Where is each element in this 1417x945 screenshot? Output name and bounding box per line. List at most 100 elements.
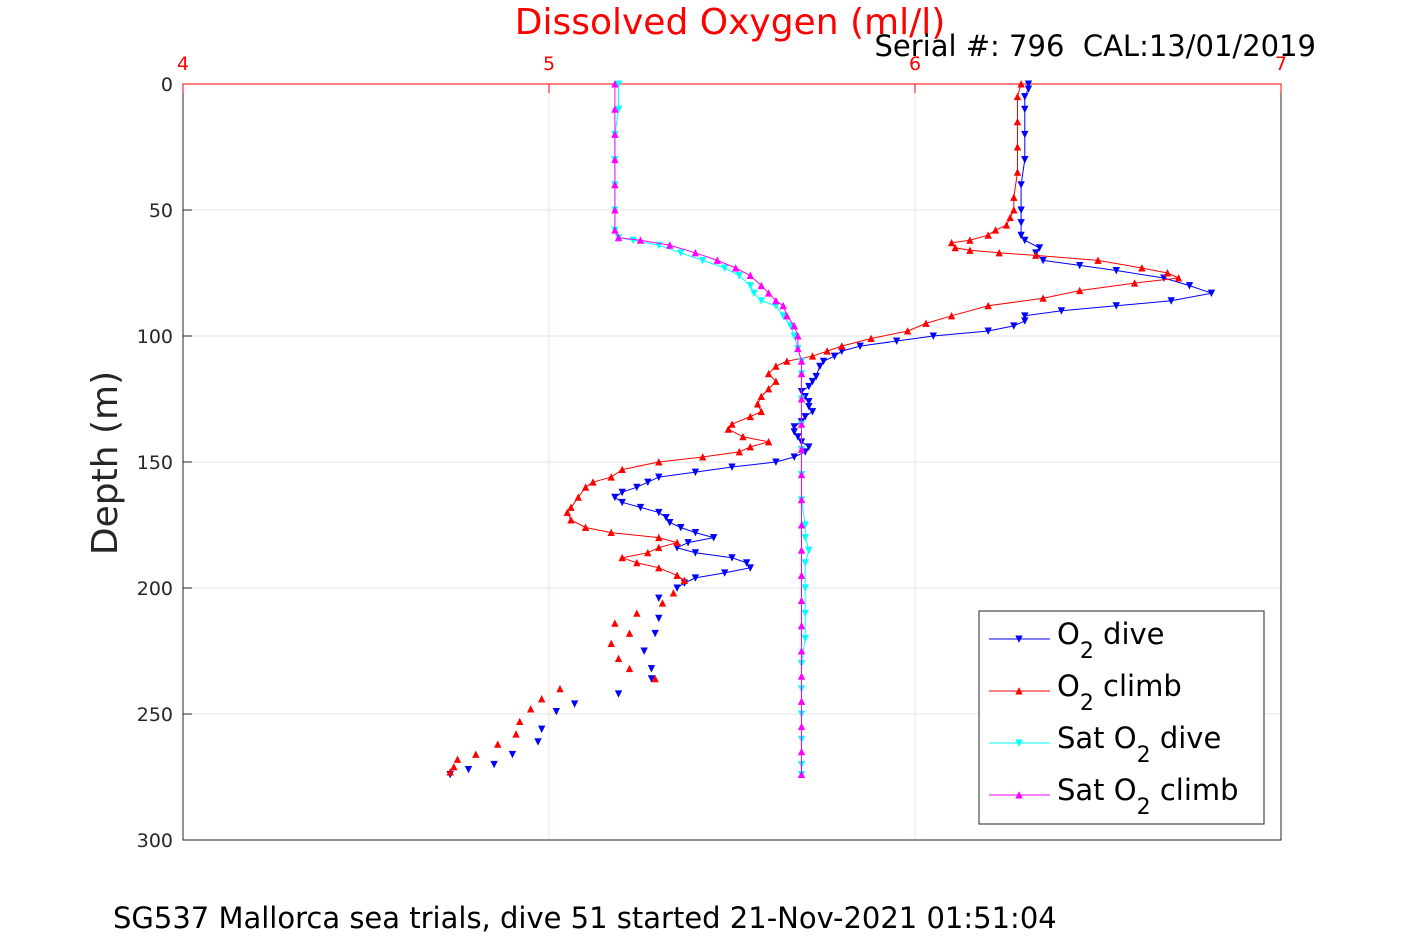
data-point (618, 488, 626, 497)
data-point (1013, 143, 1022, 151)
data-point (567, 516, 575, 524)
data-point (856, 342, 864, 350)
data-point (1174, 274, 1183, 282)
data-point (1021, 156, 1029, 164)
data-point (713, 256, 722, 264)
data-point (1013, 117, 1022, 126)
data-point (629, 236, 637, 245)
data-point (794, 332, 802, 340)
data-point (728, 463, 736, 471)
data-point (790, 428, 798, 436)
data-point (797, 369, 806, 378)
data-point (680, 576, 689, 584)
data-point (947, 238, 956, 247)
data-point (567, 503, 575, 511)
data-point (691, 529, 700, 537)
data-point (801, 534, 809, 542)
data-point (607, 473, 615, 481)
data-point (1076, 286, 1084, 295)
data-point (805, 382, 813, 391)
data-point (570, 700, 579, 708)
data-point (691, 248, 700, 257)
data-point (830, 352, 839, 361)
data-point (666, 241, 674, 249)
data-point (589, 478, 597, 486)
data-point (673, 584, 681, 592)
data-point (753, 400, 762, 408)
data-point (611, 130, 619, 138)
data-point (1130, 279, 1139, 287)
data-point (666, 518, 674, 527)
data-point (797, 647, 806, 655)
data-point (611, 105, 619, 113)
data-point (607, 639, 615, 647)
data-point (783, 357, 791, 365)
data-point (1032, 251, 1040, 259)
data-point (1094, 256, 1102, 264)
series-line-sat-o2-climb (614, 84, 802, 775)
data-point (750, 289, 758, 298)
data-point (618, 498, 626, 507)
data-point (867, 334, 875, 343)
data-point (1021, 317, 1029, 325)
data-point (728, 420, 736, 428)
legend-marker (1015, 739, 1023, 747)
data-point (611, 80, 619, 88)
data-point (797, 621, 806, 630)
legend: O2 dive O2 climb Sat O2 dive Sat O2 climb (978, 610, 1265, 825)
data-point (1010, 322, 1018, 330)
data-point (1207, 289, 1216, 298)
data-point (625, 664, 634, 673)
data-point (644, 548, 652, 557)
data-point (1024, 80, 1033, 88)
data-point (801, 521, 809, 529)
data-point (611, 206, 619, 214)
data-point (472, 750, 480, 758)
y-tick-label: 50 (149, 200, 173, 222)
data-point (1021, 236, 1029, 245)
data-point (655, 458, 663, 466)
data-point (534, 738, 542, 746)
data-point (618, 465, 626, 474)
data-point (797, 495, 806, 504)
data-point (677, 524, 685, 532)
data-point (808, 408, 817, 416)
legend-entry: Sat O2 dive (989, 721, 1221, 768)
data-point (812, 372, 820, 381)
data-point (658, 599, 667, 607)
data-point (819, 357, 828, 366)
data-point (1057, 307, 1066, 315)
data-point (673, 538, 681, 547)
data-point (537, 725, 546, 733)
data-point (647, 665, 656, 673)
y-axis-label: Depth (m) (85, 371, 126, 555)
data-point (1185, 282, 1194, 290)
data-point (625, 629, 634, 637)
data-point (556, 684, 564, 693)
data-point (783, 311, 791, 320)
data-point (797, 770, 806, 778)
data-point (1021, 312, 1029, 320)
data-point (984, 231, 992, 239)
data-point (563, 508, 571, 516)
data-point (651, 629, 659, 638)
data-point (677, 249, 685, 257)
legend-label: Sat O2 dive (1057, 721, 1221, 768)
data-point (805, 398, 813, 406)
data-point (516, 717, 524, 726)
data-point (966, 246, 974, 254)
data-point (527, 705, 535, 713)
data-point (772, 377, 780, 385)
y-tick-label: 300 (137, 830, 173, 852)
x-tick-label: 4 (177, 53, 189, 75)
data-point (797, 571, 806, 579)
data-point (512, 730, 520, 738)
data-point (995, 248, 1003, 257)
data-point (1017, 80, 1025, 88)
legend-label: O2 climb (1057, 669, 1182, 716)
data-point (614, 80, 623, 88)
chart-title: Dissolved Oxygen (ml/l) (515, 2, 946, 43)
x-tick-label: 7 (1275, 53, 1287, 75)
data-point (746, 412, 754, 421)
data-point (508, 750, 517, 759)
